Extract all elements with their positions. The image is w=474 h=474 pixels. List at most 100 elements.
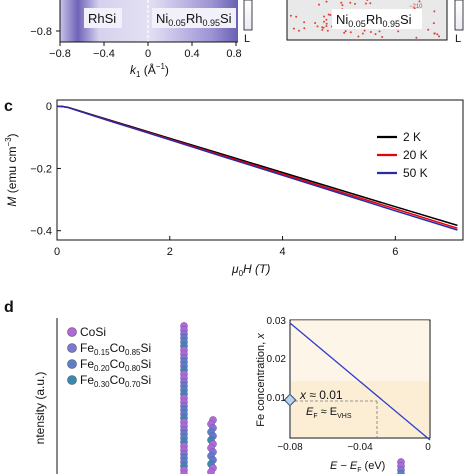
- legend-marker: [67, 359, 77, 369]
- inset-annotation-e: EF ≈ EVHS: [306, 406, 352, 420]
- map-dot: [354, 2, 356, 5]
- panel-c-letter: c: [4, 98, 13, 115]
- map-dot: [357, 35, 360, 38]
- map-dot: [325, 18, 328, 21]
- y-tick-label: 0: [46, 101, 52, 113]
- panel-c: c 0 2 4 6 0 −0.2 −0.4 M (emu cm−3) μ0H (T) 2 K…: [4, 98, 464, 278]
- map-dot: [303, 21, 306, 24]
- inset-x-label: E − EF (eV): [330, 460, 385, 474]
- map-dot: [432, 22, 435, 25]
- arpes-x-label: k1 (Å−1): [130, 62, 169, 79]
- map-label: Ni0.05Rh0.95Si: [336, 12, 412, 29]
- map-dot: [325, 0, 328, 3]
- legend-label: 50 K: [403, 166, 428, 180]
- map-dot: [329, 14, 332, 16]
- arpes-label-left-box: [84, 8, 122, 28]
- inset-y-label: Fe concentration, x: [255, 333, 267, 427]
- x-tick-label: 6: [392, 246, 398, 258]
- arpes-label-left: RhSi: [88, 11, 116, 26]
- map-dot: [366, 0, 369, 1]
- map-dot: [344, 30, 347, 33]
- legend-marker: [67, 375, 77, 385]
- legend-label: Fe0.15Co0.85Si: [80, 341, 151, 357]
- map-colorbar: [454, 0, 464, 31]
- map-dot: [349, 31, 352, 34]
- map-dot: [341, 4, 344, 7]
- map-dot: [397, 30, 400, 33]
- map-panel: Ni0.05Rh0.95Si −210 L: [286, 0, 464, 45]
- map-dot: [381, 36, 384, 38]
- inset-ytick-label: 0.03: [267, 316, 287, 327]
- plot-frame: [56, 99, 464, 241]
- y-tick-label: −0.2: [30, 163, 52, 175]
- map-dot: [418, 0, 421, 3]
- map-dot: [316, 25, 319, 28]
- map-dot: [413, 7, 416, 10]
- inset-highlight-upper: [291, 320, 429, 381]
- map-dot: [415, 36, 418, 39]
- map-dot: [326, 29, 329, 32]
- panel-d-legend: CoSi Fe0.15Co0.85SiFe0.20Co0.80SiFe0.30Co…: [67, 325, 151, 389]
- arpes-xticks: [59, 42, 237, 46]
- map-dot: [369, 31, 372, 33]
- inset-marker-icon: [283, 393, 297, 407]
- map-dot: [295, 15, 298, 18]
- arpes-ytick-label: −0.8: [30, 26, 52, 38]
- map-dot: [292, 27, 295, 30]
- map-dot: [325, 25, 328, 28]
- axis-ticks: 0 2 4 6 0 −0.2 −0.4: [30, 101, 398, 258]
- map-dot: [361, 32, 364, 35]
- panel-d-letter: d: [4, 299, 14, 316]
- legend-label: 2 K: [403, 130, 421, 144]
- arpes-xtick-label: 0.8: [226, 48, 241, 60]
- x-axis-label: μ0H (T): [231, 262, 270, 278]
- inset-line: [289, 322, 431, 441]
- map-dot: [438, 35, 440, 38]
- legend-marker: [67, 343, 77, 353]
- legend-label: Fe0.20Co0.80Si: [80, 357, 151, 373]
- map-dot: [289, 14, 292, 17]
- spectrum-point: [207, 468, 215, 474]
- map-dot: [325, 22, 328, 25]
- map-dot: [321, 28, 324, 31]
- spectrum-markers: [180, 322, 405, 474]
- legend-label: CoSi: [80, 325, 106, 339]
- legend: 2 K 20 K 50 K: [377, 130, 428, 180]
- series-line-50k: [56, 105, 458, 231]
- map-dot: [318, 3, 320, 6]
- inset-highlight: [291, 381, 429, 437]
- map-tick-label: −210: [409, 4, 423, 10]
- x-tick-label: 0: [54, 246, 60, 258]
- map-dot: [363, 29, 366, 32]
- map-dot: [349, 1, 352, 4]
- data-lines: [56, 105, 458, 231]
- map-dot: [323, 15, 325, 18]
- map-dot: [314, 22, 317, 24]
- inset-ytick-label: 0.01: [267, 393, 287, 404]
- map-dot: [433, 10, 436, 13]
- legend-label: 20 K: [403, 148, 428, 162]
- map-dot: [378, 30, 381, 33]
- inset-xtick-label: −0.04: [347, 442, 373, 453]
- map-colorbar-low: L: [455, 33, 461, 45]
- map-dot: [343, 31, 346, 34]
- map-dot: [322, 26, 325, 29]
- map-dot: [303, 27, 306, 30]
- map-dot: [369, 2, 372, 5]
- arpes-xtick-label: −0.8: [49, 48, 71, 60]
- map-dot: [374, 33, 377, 36]
- map-dot: [433, 32, 436, 35]
- map-dot: [427, 28, 430, 31]
- y-axis-label: M (emu cm−3): [4, 133, 19, 206]
- map-label-box: [332, 9, 422, 29]
- arpes-xtick-label: 0.4: [184, 48, 199, 60]
- map-dot: [365, 2, 367, 5]
- inset-xtick-label: 0: [425, 442, 431, 453]
- arpes-xtick-label: −0.4: [93, 48, 115, 60]
- inset-plot: x ≈ 0.01 EF ≈ EVHS 0.03 0.02 0.01 −0.08 …: [255, 316, 431, 474]
- y-tick-label: −0.4: [30, 226, 52, 238]
- arpes-colorbar-low: L: [244, 33, 250, 45]
- arpes-xtick-label: 0: [145, 48, 151, 60]
- map-dot: [323, 20, 325, 23]
